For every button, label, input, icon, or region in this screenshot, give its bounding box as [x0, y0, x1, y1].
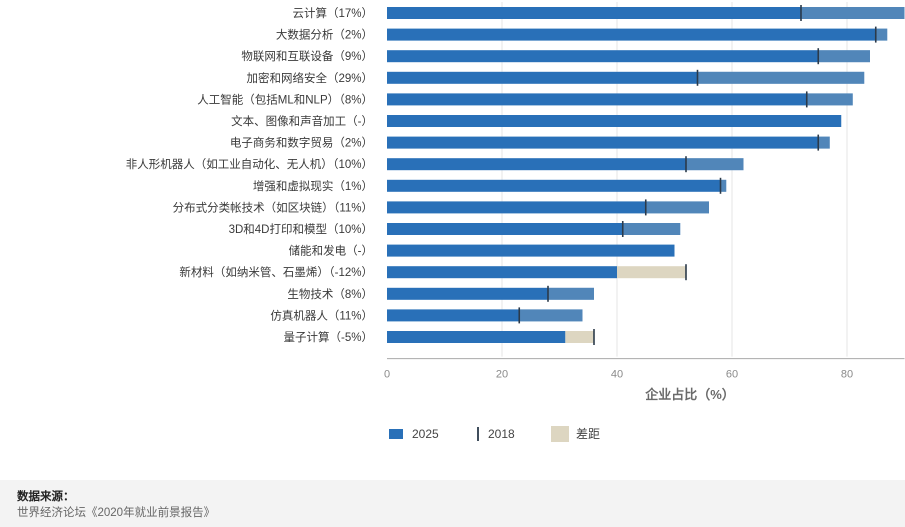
bar-2025: [387, 71, 865, 84]
gap-bar: [617, 266, 686, 279]
category-label: 电子商务和数字贸易（2%）: [230, 136, 373, 150]
category-label: 云计算（17%）: [292, 6, 373, 20]
bar-2025: [387, 331, 566, 343]
x-tick-label: 0: [384, 369, 390, 381]
category-labels: 云计算（17%） 大数据分析（2%） 物联网和互联设备（9%） 加密和网络安全（29%…: [126, 6, 373, 344]
category-label: 3D和4D打印和模型（10%）: [229, 222, 373, 236]
legend-swatch-gap: [551, 426, 569, 442]
category-label: 增强和虚拟现实（1%）: [253, 179, 373, 193]
category-label: 文本、图像和声音加工（-）: [231, 114, 373, 128]
gap-bar: [519, 309, 583, 322]
bar-2025: [387, 136, 830, 149]
category-label: 储能和发电（-）: [289, 244, 373, 258]
bar-2025: [387, 201, 709, 214]
gap-bar: [548, 287, 594, 300]
gap-bar: [875, 28, 888, 41]
bar-2025: [387, 244, 675, 257]
category-label: 人工智能（包括ML和NLP）（8%）: [197, 92, 373, 106]
bar-2025: [387, 309, 583, 322]
x-tick-label: 60: [726, 369, 738, 381]
legend-label-2025: 2025: [412, 427, 439, 441]
gap-bar: [565, 331, 594, 343]
bar-2025: [387, 266, 617, 279]
legend-swatch-2025: [389, 429, 403, 439]
x-tick-label: 40: [611, 369, 623, 381]
x-tick-label: 20: [496, 369, 508, 381]
x-tick-label: 80: [841, 369, 853, 381]
bars: [387, 5, 905, 345]
gap-bar: [720, 179, 727, 192]
category-label: 分布式分类帐技术（如区块链）（11%）: [173, 200, 373, 214]
chart: 云计算（17%） 大数据分析（2%） 物联网和互联设备（9%） 加密和网络安全（29%…: [126, 2, 905, 442]
category-label: 量子计算（-5%）: [284, 330, 373, 344]
bar-2025: [387, 158, 744, 171]
bar-2025: [387, 28, 888, 41]
gap-bar: [697, 71, 865, 84]
gap-bar: [645, 201, 709, 214]
gap-bar: [801, 7, 905, 19]
legend-label-2018: 2018: [488, 427, 515, 441]
source-note: 数据来源： 世界经济论坛《2020年就业前景报告》: [0, 480, 905, 527]
category-label: 大数据分析（2%）: [276, 28, 373, 42]
gap-bar: [818, 50, 870, 63]
legend-label-gap: 差距: [576, 427, 600, 441]
source-text: 世界经济论坛《2020年就业前景报告》: [17, 507, 216, 519]
gap-bar: [686, 158, 744, 171]
source-label: 数据来源：: [17, 491, 75, 503]
legend: 2025 2018 差距: [389, 426, 600, 442]
x-tick-labels: 0 20 40 60 80: [384, 369, 853, 381]
bar-2025: [387, 93, 853, 106]
bar-2025: [387, 179, 727, 192]
category-label: 非人形机器人（如工业自动化、无人机）（10%）: [126, 157, 373, 171]
gap-bar: [806, 93, 853, 106]
x-axis-title: 企业占比（%）: [644, 387, 735, 402]
bar-2025: [387, 50, 870, 63]
category-label: 仿真机器人（11%）: [270, 308, 373, 322]
gap-bar: [818, 136, 830, 149]
category-label: 生物技术（8%）: [287, 287, 373, 301]
bar-2025: [387, 223, 681, 235]
bar-2025: [387, 287, 594, 300]
gap-bar: [622, 223, 681, 235]
category-label: 物联网和互联设备（9%）: [241, 49, 373, 63]
category-label: 加密和网络安全（29%）: [246, 71, 373, 85]
category-label: 新材料（如纳米管、石墨烯）（-12%）: [179, 265, 373, 279]
bar-2025: [387, 7, 905, 19]
bar-2025: [387, 115, 842, 127]
